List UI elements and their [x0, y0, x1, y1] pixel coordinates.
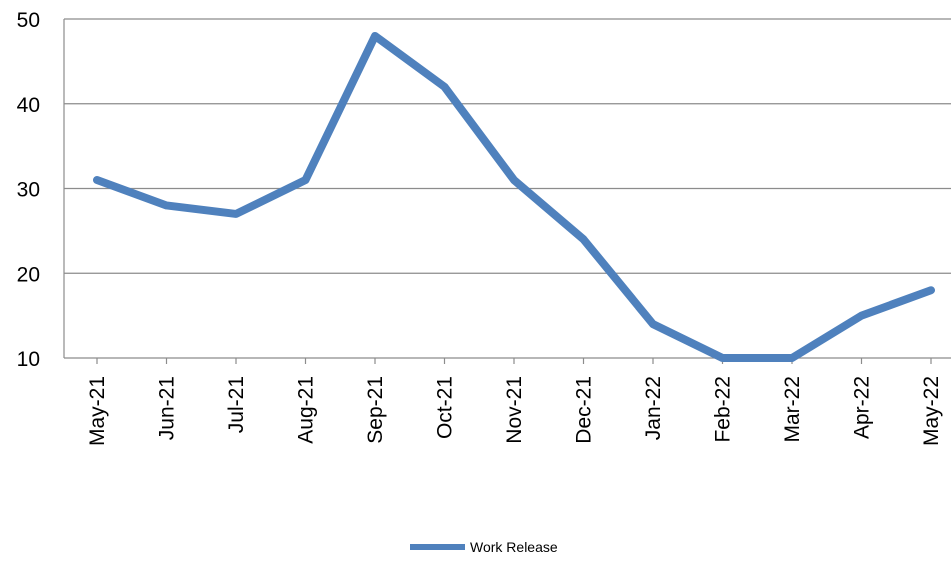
y-tick-label: 40 [17, 94, 40, 117]
series-lines [93, 31, 935, 362]
x-tick-label: Sep-21 [364, 376, 387, 444]
x-tick-label: Oct-21 [434, 376, 457, 439]
y-tick-label: 10 [17, 348, 40, 371]
gridlines [64, 18, 951, 274]
x-tick-label: May-22 [920, 376, 943, 446]
x-tick-label: Apr-22 [851, 376, 874, 439]
x-tick-label: Feb-22 [712, 376, 735, 443]
axes [63, 19, 951, 364]
x-tick-labels: May-21 Jun-21 Jul-21 Aug-21 Sep-21 Oct-21 Nov-… [86, 376, 943, 446]
series-line-work-release [93, 31, 935, 362]
legend-label: Work Release [470, 539, 558, 555]
x-tick-label: May-21 [86, 376, 109, 446]
x-tick-label: Jun-21 [156, 376, 179, 440]
y-tick-labels: 10 20 30 40 50 [17, 9, 40, 371]
x-tick-label: Nov-21 [503, 376, 526, 444]
x-tick-label: Jul-21 [225, 376, 248, 433]
x-tick-label: Mar-22 [781, 376, 804, 443]
x-tick-label: Jan-22 [642, 376, 665, 440]
y-tick-label: 50 [17, 9, 40, 32]
y-tick-label: 20 [17, 263, 40, 286]
legend: Work Release [410, 539, 558, 555]
y-tick-label: 30 [17, 179, 40, 202]
x-tick-label: Aug-21 [295, 376, 318, 444]
x-tick-label: Dec-21 [573, 376, 596, 444]
